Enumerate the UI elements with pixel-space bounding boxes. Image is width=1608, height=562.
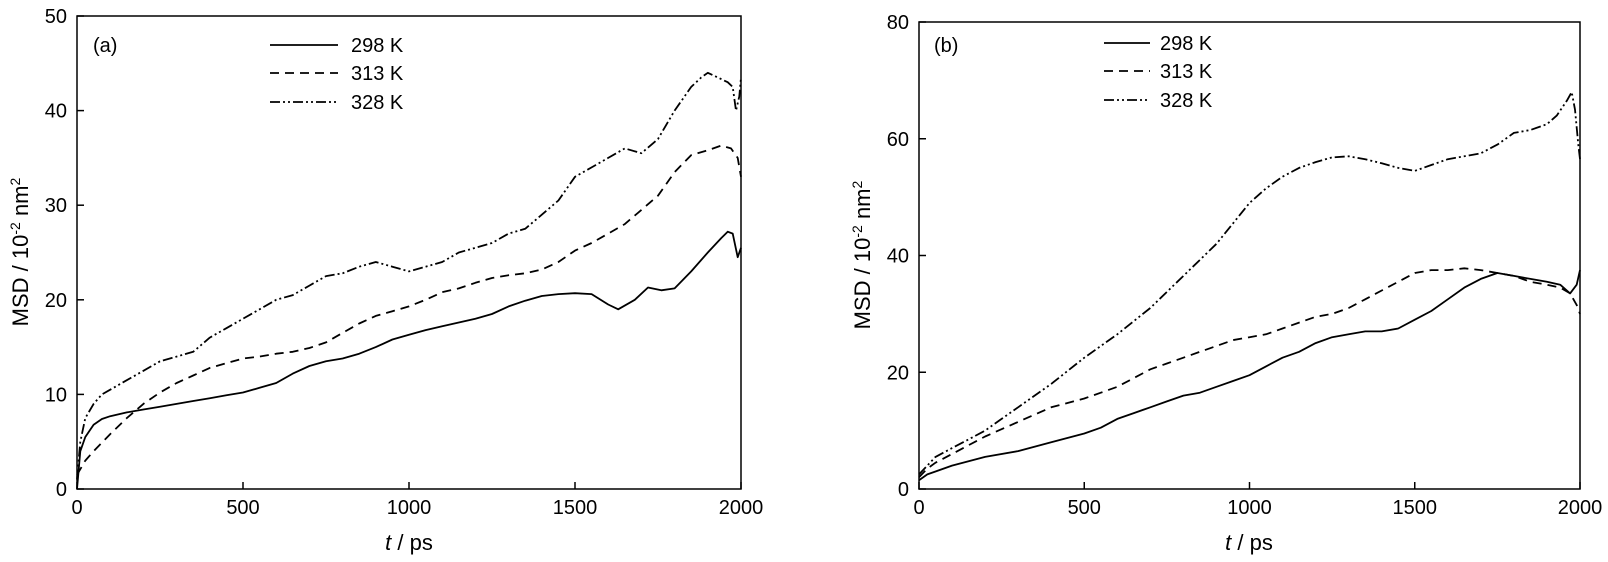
x-tick-label: 1000 — [1227, 497, 1272, 519]
x-axis-label-var: t — [385, 530, 392, 555]
y-tick-label: 30 — [45, 195, 67, 217]
axis-ticks: 0 500 1000 1500 2000 0 10 20 30 40 50 — [45, 6, 764, 519]
x-tick-label: 1500 — [553, 497, 598, 519]
panel-label: (a) — [93, 35, 117, 57]
legend-label-313K: 313 K — [1160, 61, 1213, 83]
y-axis-label: MSD / 10-2 nm2 — [7, 177, 33, 326]
y-tick-label: 50 — [45, 6, 67, 28]
y-tick-label: 60 — [887, 129, 909, 151]
series-group — [76, 71, 742, 490]
x-tick-label: 2000 — [1558, 497, 1603, 519]
y-tick-label: 40 — [887, 246, 909, 268]
legend-label-328K: 328 K — [351, 92, 404, 114]
y-axis-label-main: MSD / 10 — [8, 235, 33, 327]
plot-area-frame — [918, 21, 1581, 490]
x-axis-label-var: t — [1225, 530, 1232, 555]
y-tick-label: 80 — [887, 12, 909, 34]
series-line-328K — [76, 71, 742, 480]
y-tick-label: 0 — [56, 479, 67, 501]
y-tick-label: 0 — [898, 479, 909, 501]
y-axis-label-main: MSD / 10 — [850, 238, 875, 330]
x-tick-label: 1500 — [1393, 497, 1438, 519]
x-axis-label-unit: / ps — [391, 530, 433, 555]
y-axis-label-unit: nm — [850, 188, 875, 225]
x-tick-label: 500 — [1068, 497, 1101, 519]
legend: 298 K 313 K 328 K — [270, 35, 404, 114]
series-line-298K — [76, 230, 742, 490]
x-tick-label: 0 — [71, 497, 82, 519]
series-line-328K — [918, 91, 1581, 476]
x-tick-label: 500 — [226, 497, 259, 519]
panel-label: (b) — [934, 35, 958, 57]
y-axis-label-unit-exp: 2 — [849, 180, 865, 188]
series-group — [918, 91, 1581, 481]
x-tick-label: 2000 — [719, 497, 764, 519]
y-tick-label: 40 — [45, 101, 67, 123]
panel-b: 0 500 1000 1500 2000 0 20 40 60 80 (b) 298 K 313 … — [849, 12, 1602, 555]
x-tick-label: 1000 — [387, 497, 432, 519]
x-axis-label: t / ps — [1225, 530, 1273, 555]
y-axis-label-exp: -2 — [7, 222, 23, 235]
y-axis-label-unit-exp: 2 — [7, 177, 23, 185]
axis-ticks: 0 500 1000 1500 2000 0 20 40 60 80 — [887, 12, 1603, 519]
y-tick-label: 10 — [45, 384, 67, 406]
plot-area-frame — [76, 15, 742, 490]
x-axis-label: t / ps — [385, 530, 433, 555]
y-axis-label-exp: -2 — [849, 225, 865, 238]
legend-label-298K: 298 K — [351, 35, 404, 57]
x-axis-label-unit: / ps — [1231, 530, 1273, 555]
legend-label-298K: 298 K — [1160, 33, 1213, 55]
y-axis-label: MSD / 10-2 nm2 — [849, 180, 875, 329]
legend: 298 K 313 K 328 K — [1104, 33, 1213, 112]
panel-a: 0 500 1000 1500 2000 0 10 20 30 40 50 (a) 298 K 31… — [7, 6, 763, 555]
x-tick-label: 0 — [913, 497, 924, 519]
y-tick-label: 20 — [45, 290, 67, 312]
series-line-313K — [918, 267, 1581, 478]
legend-label-313K: 313 K — [351, 63, 404, 85]
y-axis-label-unit: nm — [8, 185, 33, 222]
series-line-313K — [76, 144, 742, 476]
series-line-298K — [918, 269, 1581, 481]
legend-label-328K: 328 K — [1160, 90, 1213, 112]
y-tick-label: 20 — [887, 362, 909, 384]
